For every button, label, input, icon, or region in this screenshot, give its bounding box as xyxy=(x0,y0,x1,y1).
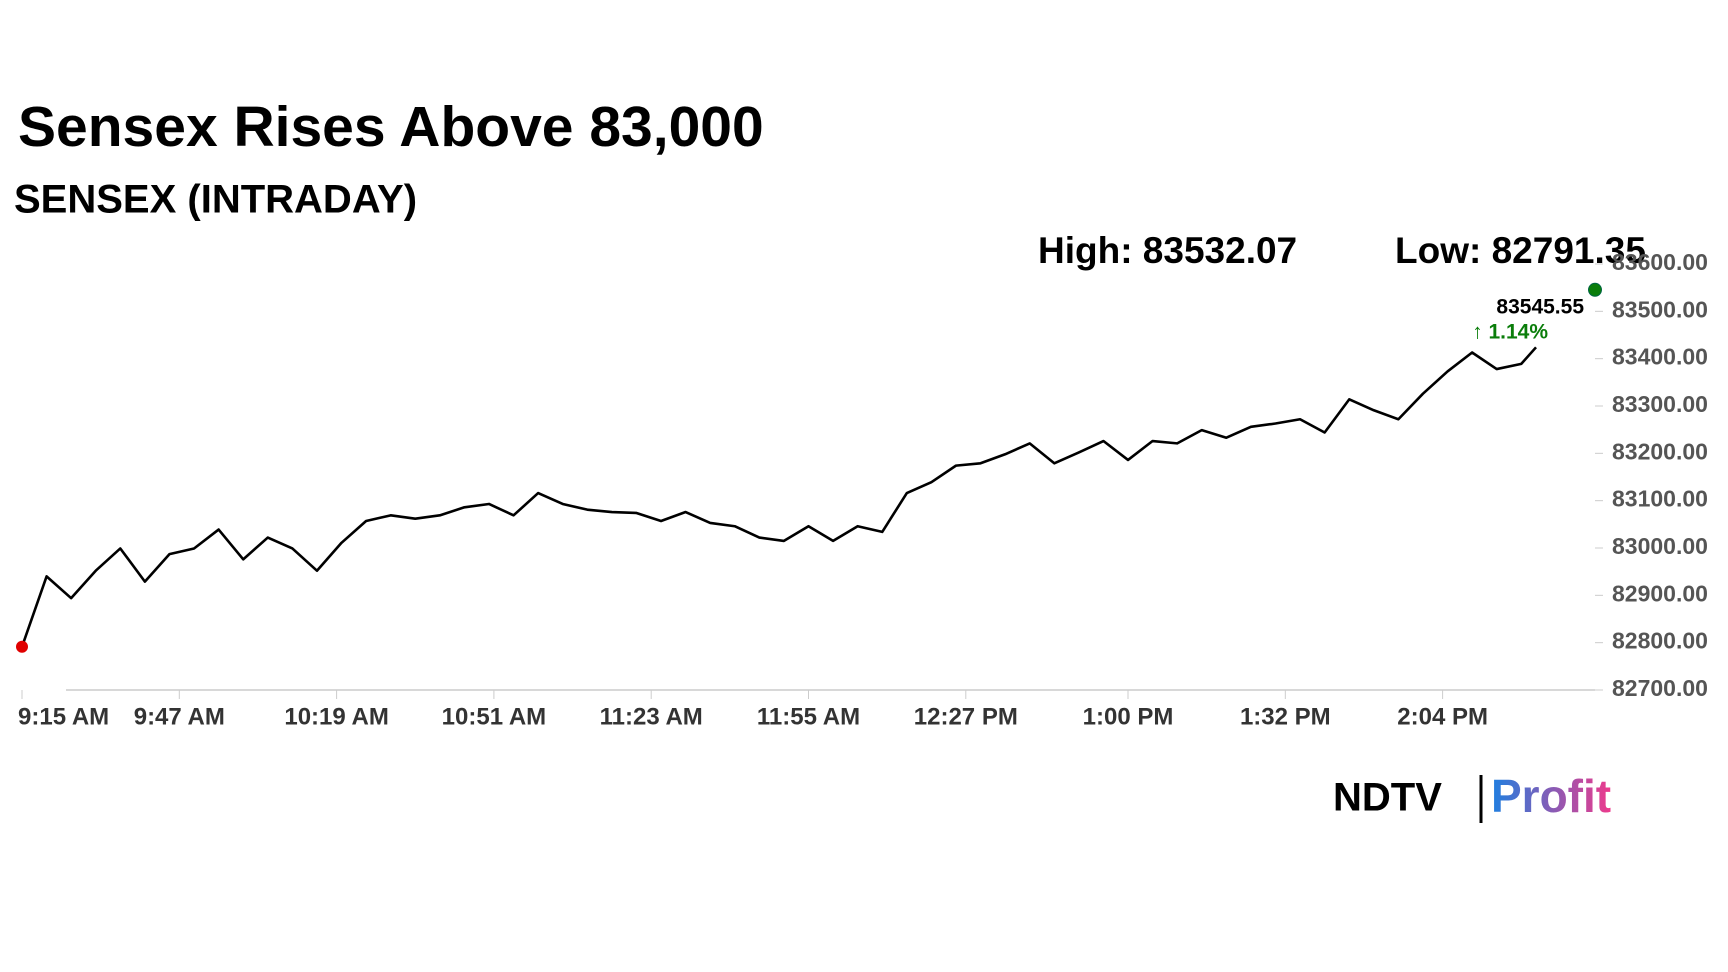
x-tick-label: 11:23 AM xyxy=(600,703,703,730)
y-tick-label: 83500.00 xyxy=(1612,296,1708,322)
y-tick-label: 83200.00 xyxy=(1612,438,1708,464)
price-line xyxy=(20,346,1537,648)
y-tick-label: 83300.00 xyxy=(1612,391,1708,417)
logo-ndtv: NDTV xyxy=(1333,776,1442,820)
y-tick-label: 82700.00 xyxy=(1612,675,1708,701)
x-tick-label: 1:32 PM xyxy=(1240,703,1331,730)
x-tick-label: 2:04 PM xyxy=(1397,703,1488,730)
x-tick-label: 10:19 AM xyxy=(284,703,388,730)
chart-title: Sensex Rises Above 83,000 xyxy=(18,95,764,159)
y-tick-label: 83600.00 xyxy=(1612,249,1708,275)
last-value: 83545.55 xyxy=(1496,295,1584,318)
x-tick-label: 10:51 AM xyxy=(442,703,546,730)
x-tick-label: 11:55 AM xyxy=(757,703,860,730)
x-tick-label: 9:47 AM xyxy=(134,703,225,730)
y-tick-label: 82900.00 xyxy=(1612,580,1708,606)
x-tick-label: 9:15 AM xyxy=(18,703,109,730)
last-dot xyxy=(1588,282,1602,297)
y-tick-label: 83100.00 xyxy=(1612,486,1708,512)
high-label: High: 83532.07 xyxy=(1038,230,1297,271)
change-label: ↑ 1.14% xyxy=(1472,320,1548,343)
y-tick-label: 83000.00 xyxy=(1612,533,1708,559)
x-tick-label: 1:00 PM xyxy=(1083,703,1174,730)
y-tick-label: 83400.00 xyxy=(1612,344,1708,370)
chart-subtitle: SENSEX (INTRADAY) xyxy=(14,178,417,222)
low-label: Low: 82791.35 xyxy=(1395,230,1646,271)
start-dot xyxy=(16,640,28,653)
x-tick-label: 12:27 PM xyxy=(914,703,1018,730)
y-tick-label: 82800.00 xyxy=(1612,628,1708,654)
logo-profit: Profit xyxy=(1491,770,1611,822)
